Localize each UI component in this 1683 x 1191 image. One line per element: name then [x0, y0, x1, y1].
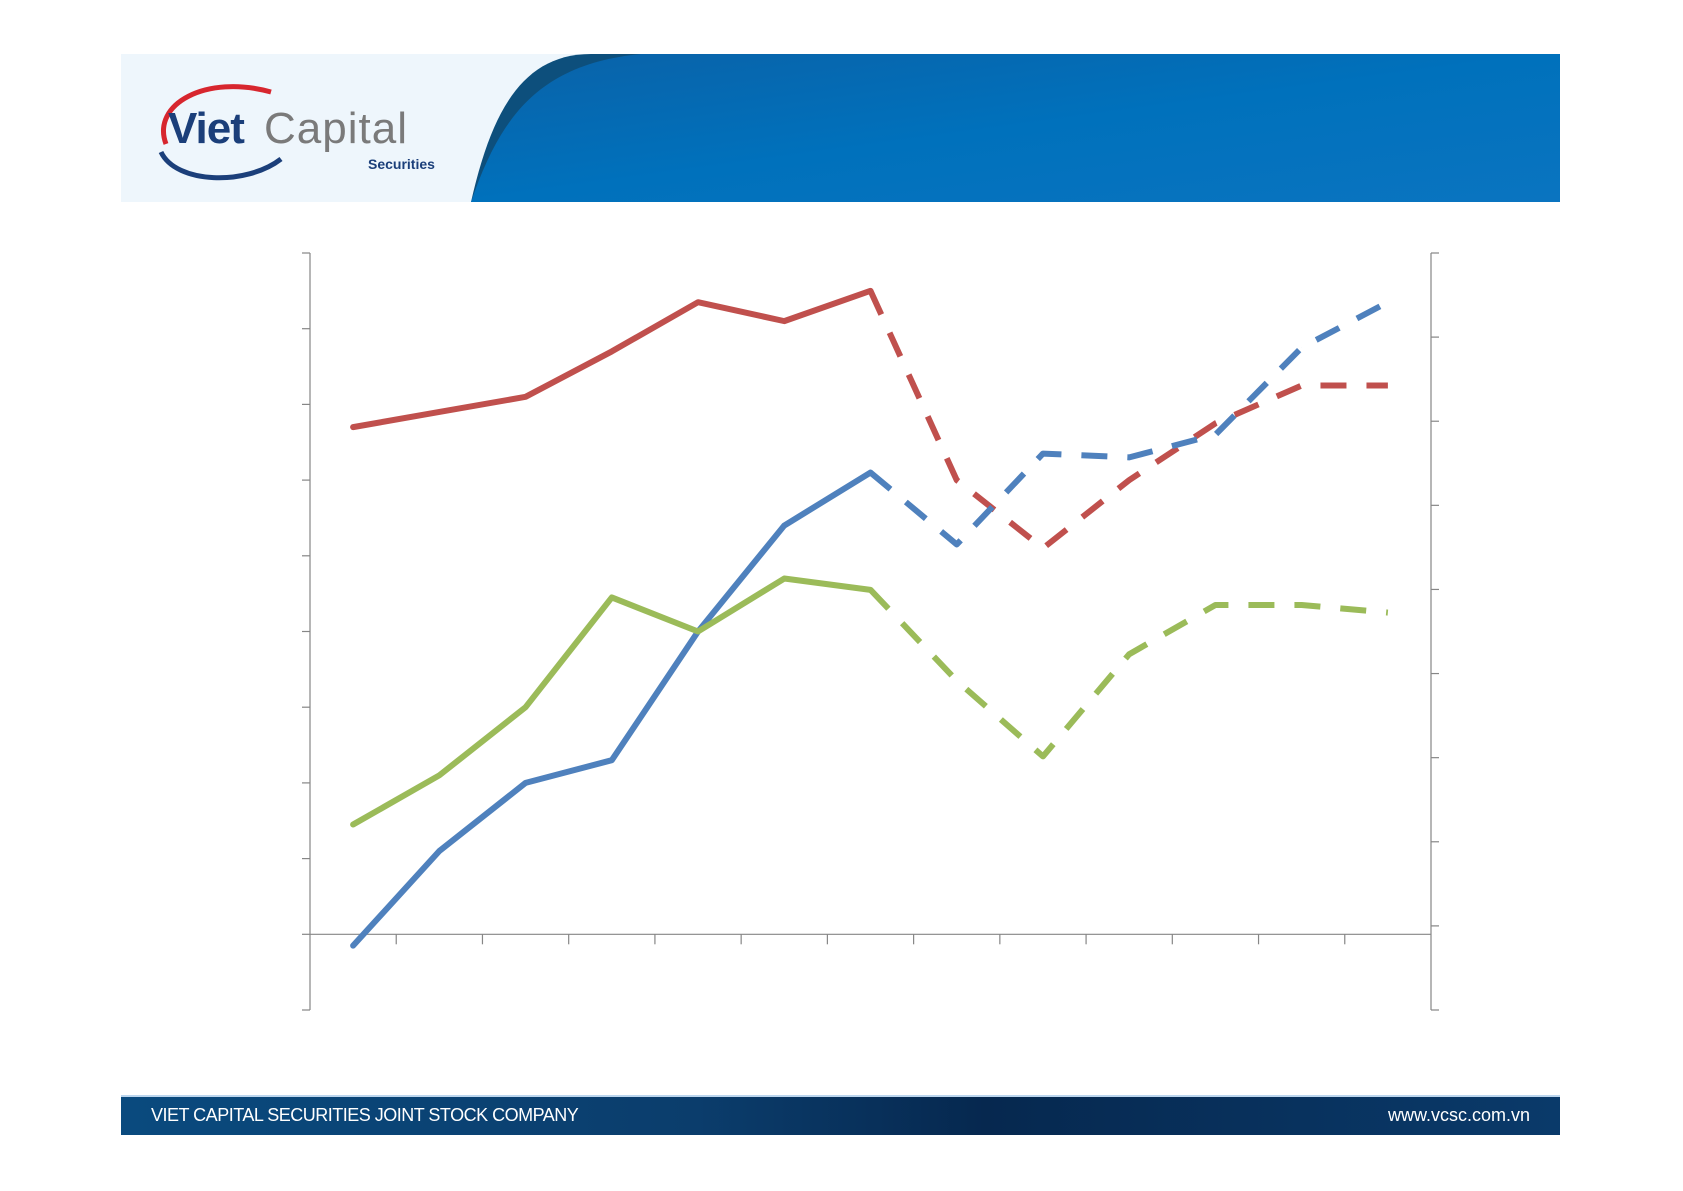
series-1-forecast-line: [868, 299, 1390, 548]
logo: Viet Capital Securities: [146, 74, 435, 184]
series-0-forecast-line: [867, 289, 1388, 552]
footer-url[interactable]: www.vcsc.com.vn: [1387, 1105, 1530, 1125]
header-banner: Viet Capital Securities: [121, 54, 1560, 202]
footer-company: VIET CAPITAL SECURITIES JOINT STOCK COMP…: [151, 1105, 579, 1125]
logo-text-secondary: Capital: [264, 104, 408, 153]
footer-bar: VIET CAPITAL SECURITIES JOINT STOCK COMP…: [121, 1095, 1560, 1135]
series-2-forecast-line: [868, 587, 1389, 760]
banner-graphic: [471, 54, 1560, 202]
logo-text: Viet: [168, 104, 245, 153]
series-2-actual-line: [350, 575, 874, 828]
logo-subtext: Securities: [368, 156, 435, 172]
series-0-actual-line: [350, 287, 874, 431]
series-1-actual-line: [350, 469, 874, 949]
